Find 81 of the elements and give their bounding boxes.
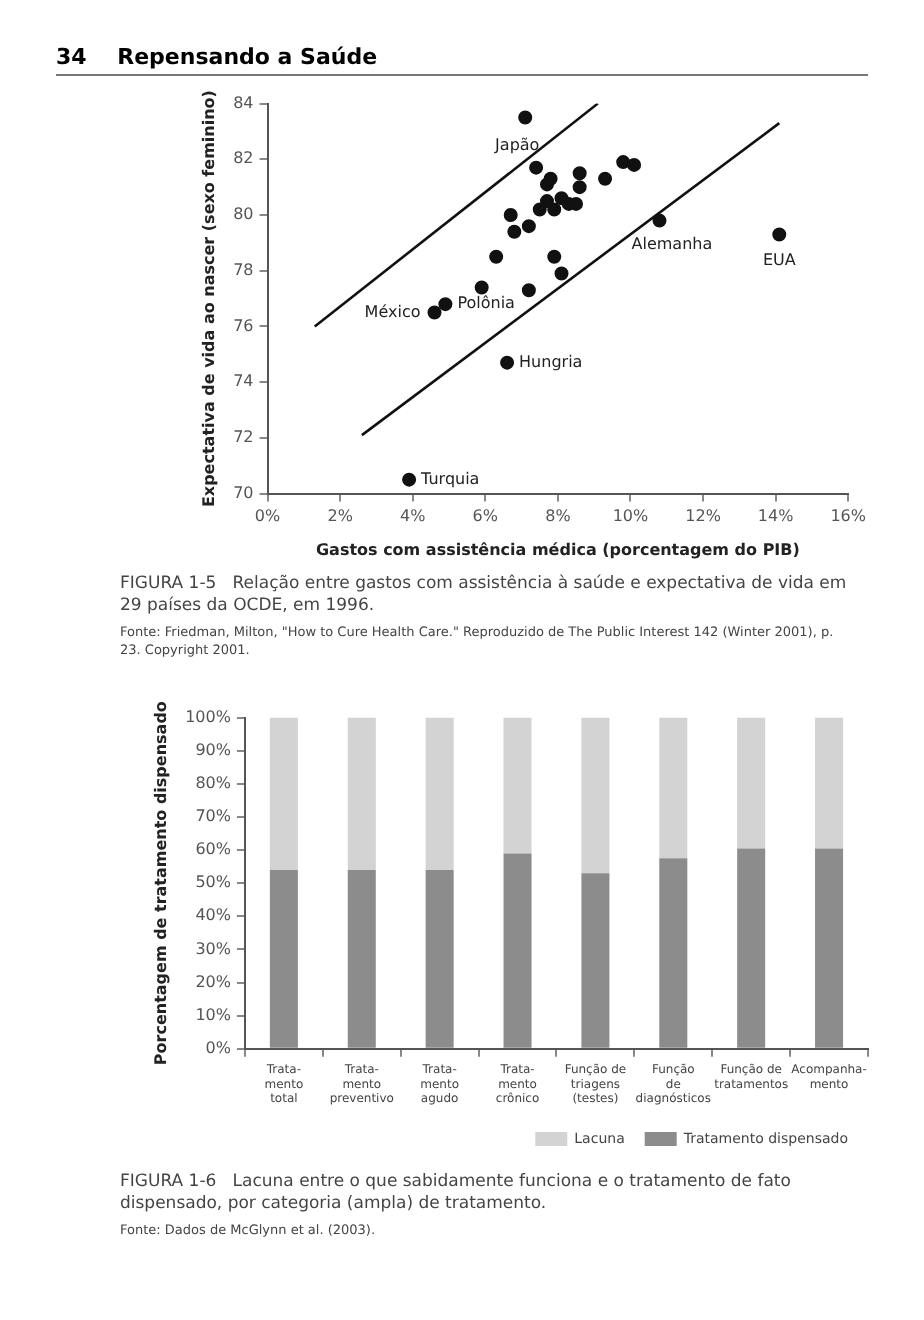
point [521, 219, 536, 234]
point [500, 355, 515, 370]
y-tick-label: 30% [195, 939, 232, 958]
point [489, 249, 504, 264]
point [529, 160, 544, 175]
point [547, 249, 562, 264]
point [572, 180, 587, 195]
text: FIGURA 1-5 Relação entre gastos com assistência à saúde e expectativa de vida em 29 países da OCDE, em 1996. [120, 574, 848, 619]
x-tick-label: 0% [254, 507, 282, 526]
annotation: EUA [762, 250, 797, 269]
x-tick-label: 4% [400, 507, 427, 526]
y-tick-label: 82 [233, 149, 254, 168]
y-axis-title: Expectativa de vida ao nascer (sexo feminino) [199, 90, 218, 508]
y-tick-label: 0% [205, 1038, 232, 1057]
point [518, 110, 533, 125]
x-tick-label: 10% [612, 507, 650, 526]
x-tick-label: 2% [327, 507, 354, 526]
y-tick-label: 84 [233, 93, 254, 112]
y-axis-title: Porcentagem de tratamento dispensado [151, 700, 170, 1066]
x-tick-label: 12% [685, 507, 722, 526]
point [547, 202, 562, 217]
point [554, 266, 569, 281]
text: FIGURA 1-6 Lacuna entre o que sabidamente funciona e o tratamento de fato dispensado, por categoria (ampla) de tratamento. [120, 1171, 793, 1217]
point [532, 202, 547, 217]
bar [659, 717, 688, 859]
x-tick-label: 8% [545, 507, 572, 526]
bar [815, 848, 844, 1048]
bar [659, 858, 688, 1048]
point [438, 297, 453, 312]
y-tick-label: 80% [195, 773, 232, 792]
y-tick-label: 100% [185, 707, 232, 726]
y-tick-label: 80 [233, 205, 254, 224]
bar [737, 717, 766, 849]
y-tick-label: 70 [233, 483, 254, 502]
bar [425, 717, 454, 870]
y-tick-label: 60% [195, 840, 232, 859]
y-tick-label: 90% [195, 740, 232, 759]
annotation: Polônia [457, 294, 516, 313]
bar [581, 873, 610, 1048]
x-axis-title: Gastos com assistência médica (porcentagem do PIB) [315, 540, 800, 559]
point [598, 171, 613, 186]
annotation: Japão [493, 135, 540, 154]
point [652, 213, 667, 228]
annotation: Alemanha [631, 234, 713, 253]
point [507, 224, 522, 239]
annotation: Turquia [419, 469, 480, 488]
point [503, 208, 518, 223]
bar [347, 717, 376, 870]
point [572, 166, 587, 181]
point [521, 283, 536, 298]
y-tick-label: 78 [233, 260, 254, 279]
x-tick-label: 16% [830, 507, 867, 526]
bar [347, 869, 376, 1048]
y-tick-label: 70% [195, 807, 232, 826]
point [474, 280, 489, 295]
point [627, 157, 642, 172]
point [772, 227, 787, 242]
point [540, 177, 554, 192]
annotation: Hungria [519, 352, 583, 371]
y-tick-label: 20% [195, 972, 232, 991]
bar [737, 848, 766, 1048]
y-tick-label: 76 [233, 316, 254, 335]
point [427, 305, 442, 320]
text: 34 Repensando a Saúde [56, 44, 868, 76]
x-tick-label: 14% [757, 507, 795, 526]
bar [581, 717, 610, 874]
point [616, 155, 631, 170]
y-tick-label: 40% [195, 906, 232, 925]
bar [815, 717, 844, 849]
y-tick-label: 72 [233, 428, 254, 447]
annotation: México [364, 302, 421, 321]
point [402, 472, 417, 487]
bar [425, 869, 454, 1048]
x-tick-label: 6% [472, 507, 499, 526]
bar [269, 869, 298, 1048]
y-tick-label: 74 [233, 372, 254, 391]
bar [503, 853, 532, 1048]
y-tick-label: 10% [195, 1005, 232, 1024]
bar [503, 717, 532, 854]
y-tick-label: 50% [195, 873, 232, 892]
bar [269, 717, 298, 870]
